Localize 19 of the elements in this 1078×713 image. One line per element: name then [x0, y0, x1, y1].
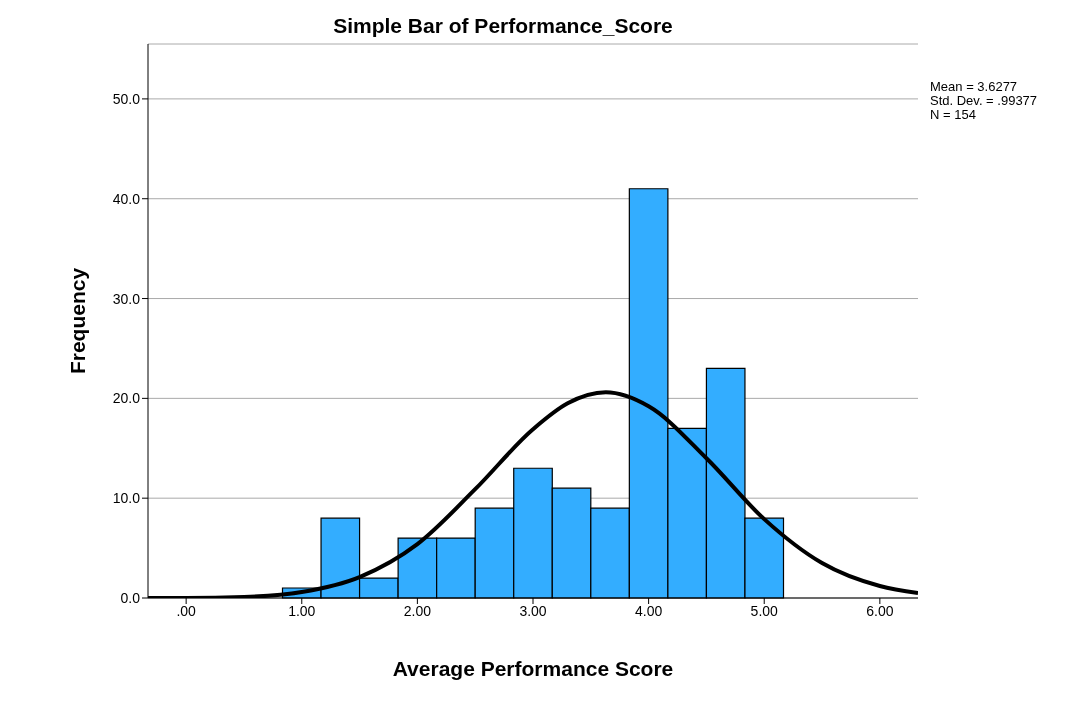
y-tick-label: 10.0 [112, 490, 141, 507]
x-tick-label: 4.00 [634, 602, 663, 619]
chart-title: Simple Bar of Performance_Score [332, 14, 674, 38]
y-tick-label: 50.0 [112, 90, 141, 107]
text: N = 154 [930, 107, 977, 122]
x-tick-label: 1.00 [288, 602, 316, 619]
text: Std. Dev. = .99377 [930, 93, 1038, 108]
x-tick-label: 2.00 [403, 602, 432, 619]
y-tick-label: 20.0 [112, 390, 141, 407]
x-tick-label: 5.00 [750, 602, 779, 619]
y-tick-label: 30.0 [112, 290, 141, 307]
text: Mean = 3.6277 [930, 79, 1019, 94]
y-tick-label: 40.0 [112, 190, 141, 207]
x-axis-title: Average Performance Score [392, 657, 674, 680]
x-tick-label: 3.00 [519, 602, 547, 619]
y-tick-label: 0.0 [120, 589, 141, 606]
x-tick-label: 6.00 [866, 602, 894, 619]
x-tick-label: .00 [176, 602, 197, 619]
y-axis-title: Frequency [66, 267, 90, 375]
